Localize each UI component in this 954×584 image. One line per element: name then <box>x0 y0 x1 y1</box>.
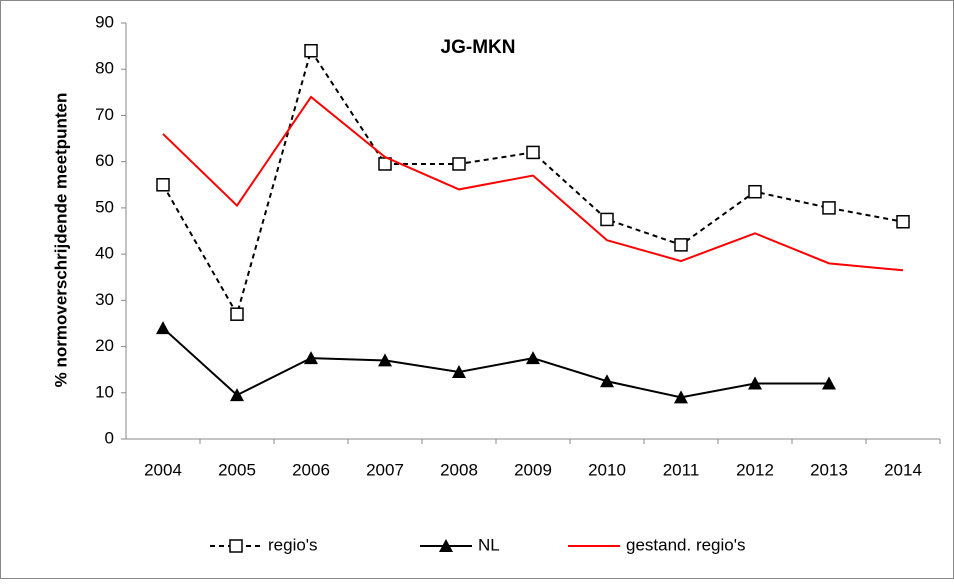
y-tick-label: 60 <box>95 151 114 170</box>
legend-label: regio's <box>268 535 318 554</box>
x-tick-label: 2010 <box>588 460 626 479</box>
data-point <box>526 145 540 160</box>
x-tick-label: 2007 <box>366 460 404 479</box>
series-line <box>162 95 904 272</box>
legend-label: NL <box>478 535 500 554</box>
data-point <box>600 374 614 388</box>
y-tick-label: 30 <box>95 290 114 309</box>
y-tick-label: 10 <box>95 382 114 401</box>
legend-marker <box>229 539 243 553</box>
x-tick-label: 2005 <box>218 460 256 479</box>
y-tick-label: 20 <box>95 336 114 355</box>
legend-label: gestand. regio's <box>626 535 746 554</box>
data-point <box>156 321 170 335</box>
y-tick-label: 80 <box>95 59 114 78</box>
data-point <box>452 364 466 378</box>
data-point <box>304 43 318 58</box>
data-point <box>896 215 910 229</box>
data-point <box>748 376 762 390</box>
series-line <box>162 327 829 399</box>
data-point <box>304 351 318 365</box>
chart-title: JG-MKN <box>441 37 516 58</box>
data-point <box>748 184 762 199</box>
data-point <box>452 157 466 171</box>
data-point <box>822 201 836 215</box>
x-tick-label: 2004 <box>144 460 182 479</box>
data-point <box>526 351 540 365</box>
legend-marker <box>439 539 453 552</box>
data-point <box>230 388 244 402</box>
data-point <box>378 353 392 367</box>
y-tick-label: 70 <box>95 105 114 124</box>
x-tick-label: 2006 <box>292 460 330 479</box>
y-tick-label: 90 <box>95 12 114 31</box>
y-tick-label: 50 <box>95 197 114 216</box>
y-tick-label: 40 <box>95 244 114 263</box>
data-point <box>674 238 688 252</box>
data-point <box>156 178 170 192</box>
x-tick-label: 2014 <box>884 460 922 479</box>
y-axis-label: % normoverschrijdende meetpunten <box>51 93 70 388</box>
data-point <box>230 307 244 321</box>
data-point <box>822 376 836 390</box>
x-tick-label: 2011 <box>663 460 700 479</box>
x-tick-label: 2008 <box>440 460 478 479</box>
data-point <box>600 212 614 227</box>
x-tick-label: 2012 <box>736 460 774 479</box>
x-tick-label: 2009 <box>514 460 552 479</box>
x-tick-label: 2013 <box>810 460 848 479</box>
y-tick-label: 0 <box>105 428 114 447</box>
data-point <box>674 390 688 404</box>
